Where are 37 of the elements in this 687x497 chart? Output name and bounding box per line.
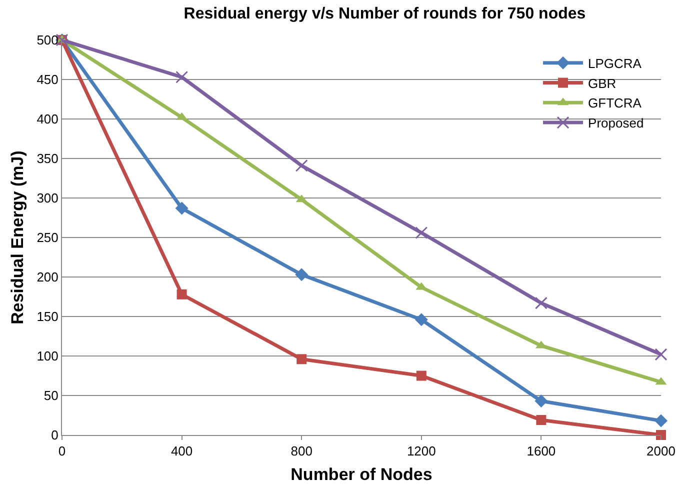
point [175, 202, 188, 215]
point [295, 268, 308, 282]
point [416, 370, 426, 381]
legend-label: GFTCRA [588, 96, 642, 111]
y-tick-label: 300 [36, 190, 58, 206]
x-tick-label: 400 [170, 444, 193, 459]
legend-label: GBR [588, 76, 616, 91]
point [176, 70, 188, 84]
y-tick-label: 150 [36, 309, 58, 324]
x-tick-label: 2000 [646, 444, 676, 459]
y-tick-label: 250 [36, 230, 58, 246]
point [654, 348, 668, 361]
legend-label: LPGCRA [588, 56, 642, 71]
point [295, 159, 308, 172]
y-tick-label: 400 [36, 112, 58, 127]
y-tick-label: 200 [36, 270, 58, 285]
y-axis-title: Residual Energy (mJ) [8, 150, 28, 324]
legend-label: Proposed [588, 116, 644, 131]
point [654, 414, 668, 428]
point [656, 430, 666, 440]
chart-title: Residual energy v/s Number of rounds for 750 nodes [184, 6, 586, 23]
x-tick-label: 800 [290, 444, 312, 459]
point [176, 289, 187, 300]
point [414, 313, 428, 326]
y-tick-label: 350 [36, 151, 58, 166]
point [534, 296, 548, 310]
point [296, 354, 307, 364]
x-tick-label: 1200 [406, 444, 436, 459]
point [536, 414, 546, 425]
point [415, 226, 428, 240]
y-tick-label: 100 [36, 348, 58, 364]
x-tick-label: 1600 [526, 444, 556, 459]
y-tick-label: 450 [36, 72, 58, 88]
y-tick-label: 50 [44, 388, 58, 404]
x-axis-title: Number of Nodes [290, 465, 432, 484]
point [534, 394, 548, 408]
y-tick-label: 0 [51, 428, 58, 443]
